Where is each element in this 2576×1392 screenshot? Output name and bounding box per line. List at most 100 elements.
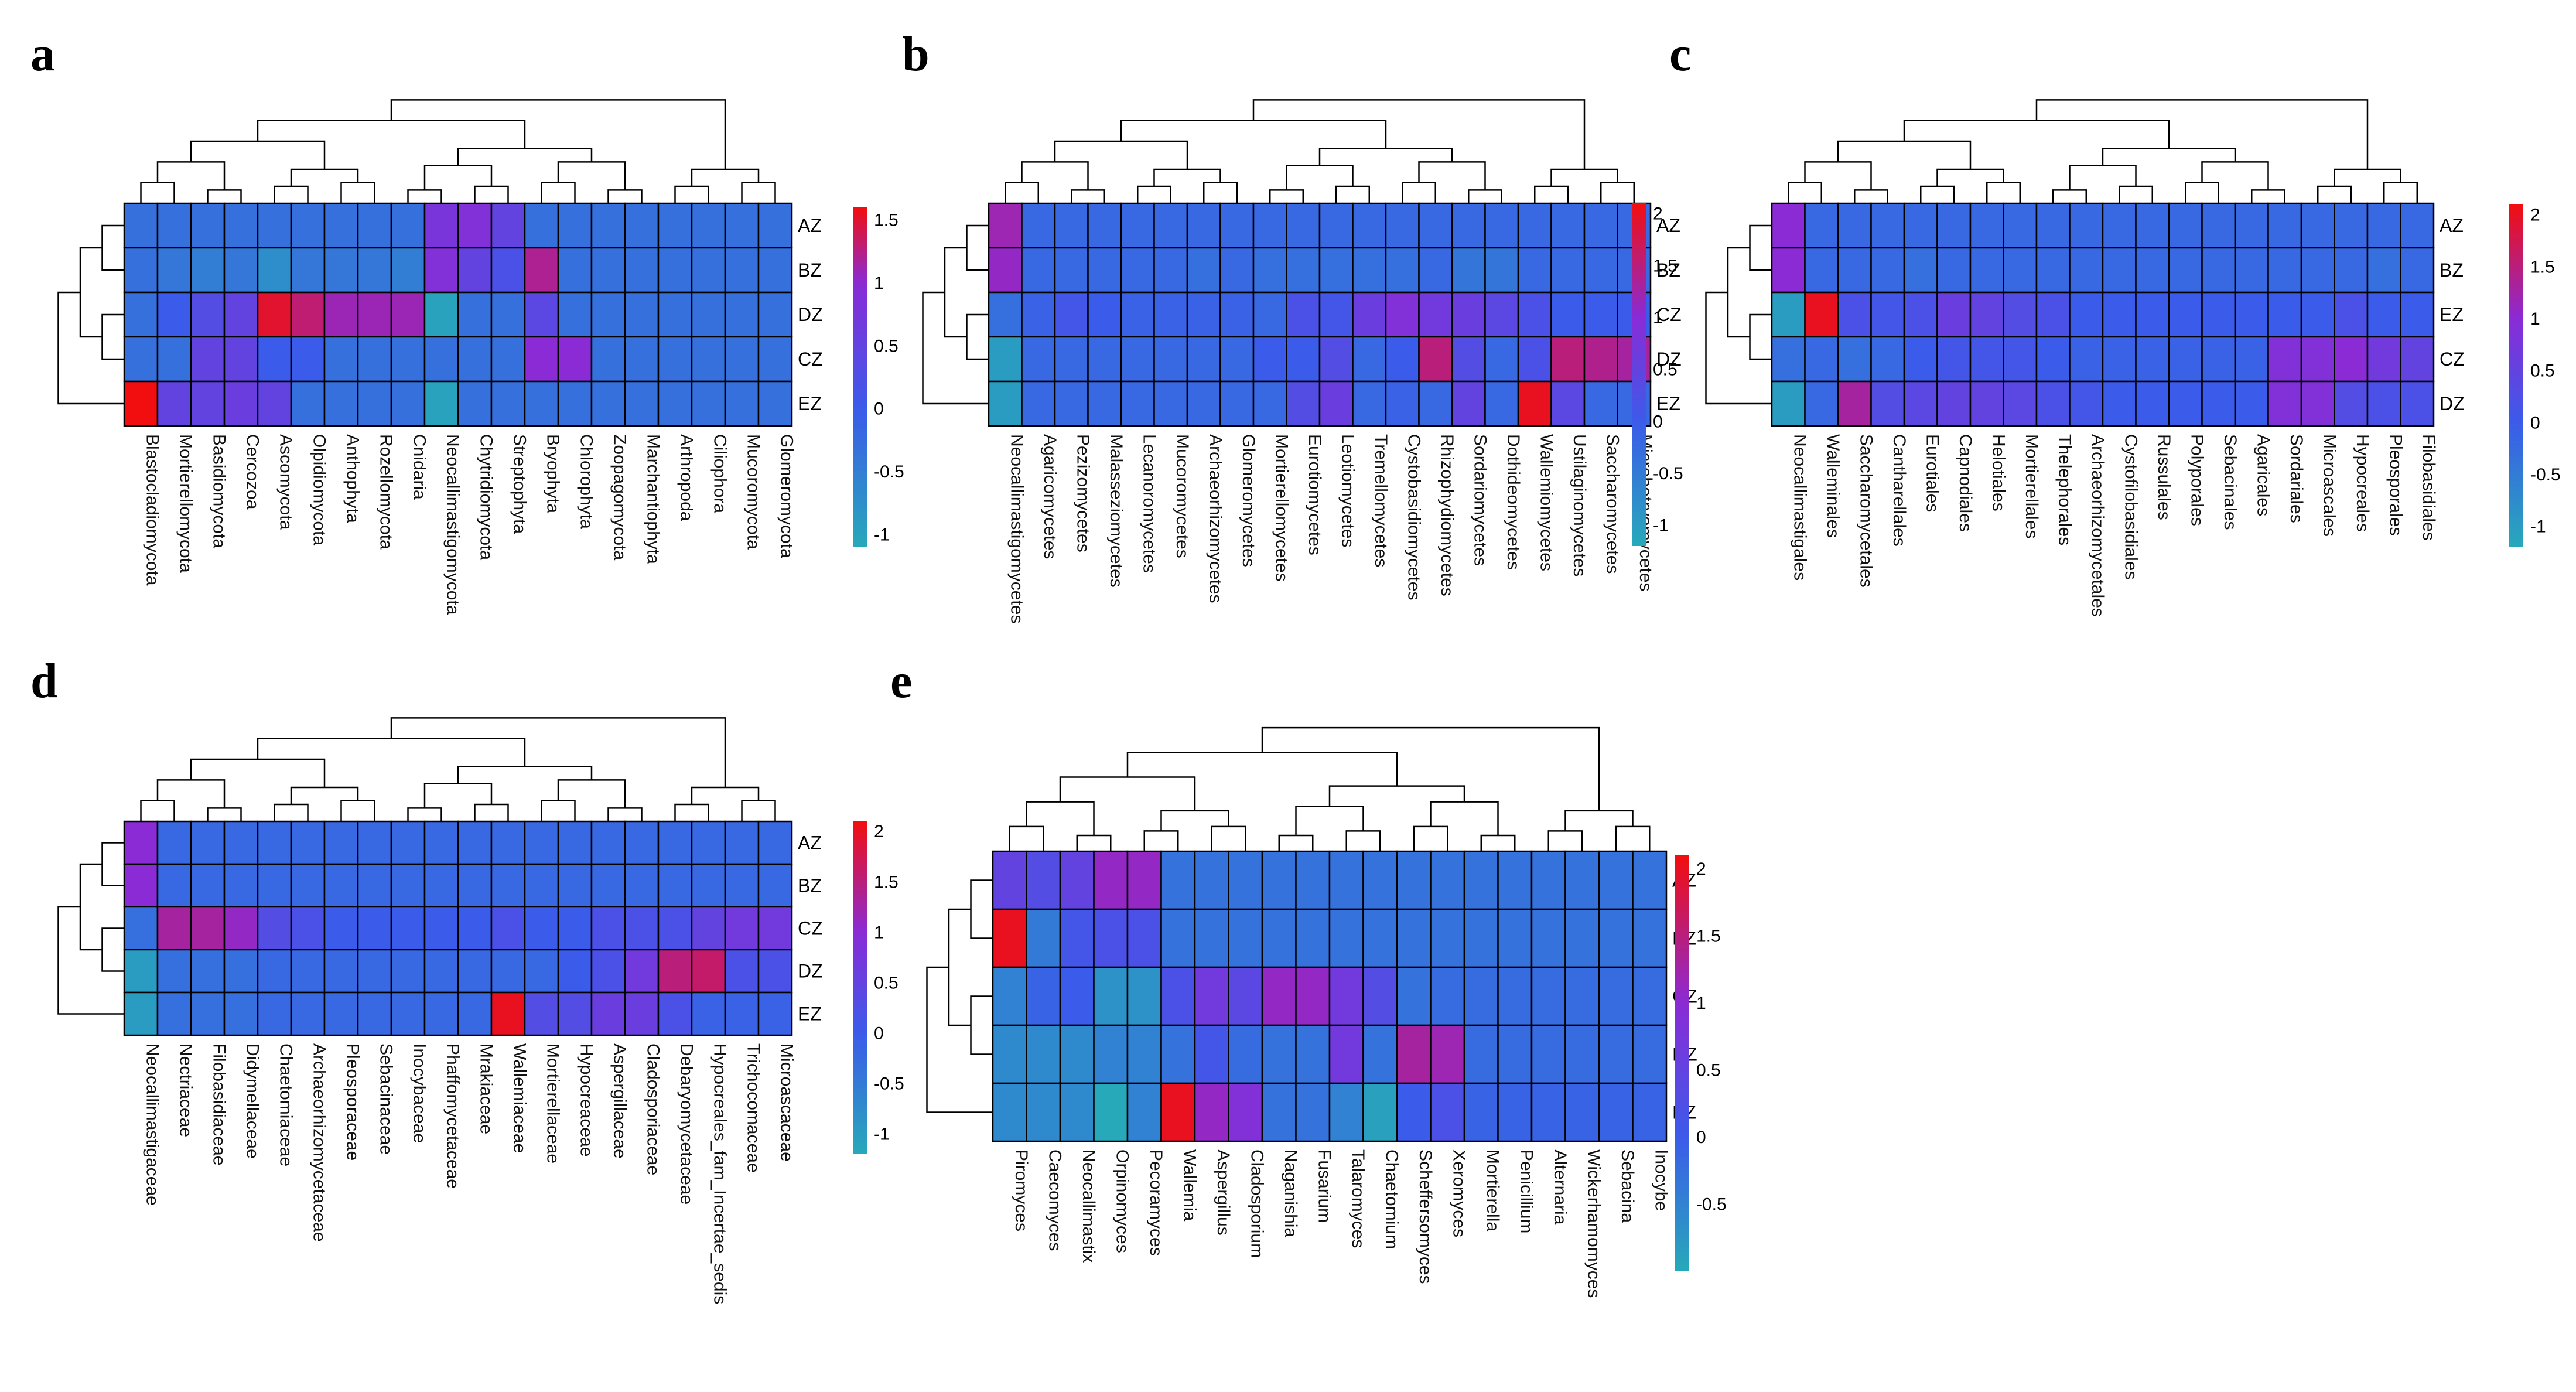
heatmap-cell xyxy=(1228,1024,1263,1084)
color-scale-tick: 1 xyxy=(1653,308,1663,327)
heatmap-cell xyxy=(2366,336,2401,383)
heatmap-cell xyxy=(290,949,326,994)
row-dendrogram-link xyxy=(101,842,124,886)
heatmap-cell xyxy=(757,202,793,249)
heatmap-cell xyxy=(257,949,292,994)
heatmap-cell xyxy=(2102,202,2137,249)
heatmap-cell xyxy=(123,336,159,383)
heatmap-cell xyxy=(1418,336,1453,383)
heatmap-cell xyxy=(1463,908,1499,968)
heatmap-cell xyxy=(524,202,559,249)
column-dendrogram-link xyxy=(274,803,309,821)
heatmap-cell xyxy=(1385,291,1420,338)
color-scale-bar xyxy=(853,821,867,1154)
heatmap-cell xyxy=(1362,1082,1398,1142)
column-label: Lecanoromycetes xyxy=(1139,434,1159,573)
color-scale-tick: -1 xyxy=(2530,517,2546,537)
heatmap-cell xyxy=(1837,380,1872,427)
heatmap-cell xyxy=(1396,850,1432,910)
heatmap-cell xyxy=(156,991,192,1036)
heatmap-cell xyxy=(1771,202,1806,249)
column-label: Wallemiomycetes xyxy=(1536,434,1556,571)
heatmap-cell xyxy=(457,949,493,994)
heatmap-cell xyxy=(557,949,593,994)
column-dendrogram-link xyxy=(2251,189,2285,203)
heatmap-cell xyxy=(190,820,226,865)
heatmap-cell xyxy=(1087,291,1122,338)
column-label: Penicillium xyxy=(1516,1149,1536,1233)
heatmap-cell xyxy=(1870,247,1905,294)
column-dendrogram-link xyxy=(1615,825,1651,851)
column-dendrogram xyxy=(1788,99,2418,203)
heatmap-cell xyxy=(1362,850,1398,910)
heatmap-cell xyxy=(357,380,392,427)
column-label: Aspergillus xyxy=(1214,1149,1233,1236)
heatmap-cell xyxy=(590,820,626,865)
column-dendrogram-link xyxy=(2201,161,2269,190)
heatmap-cell xyxy=(1362,966,1398,1026)
column-label: Wickerhamomyces xyxy=(1584,1149,1603,1298)
row-label: BZ xyxy=(798,875,822,896)
heatmap-cell xyxy=(223,906,259,951)
heatmap-cell xyxy=(223,820,259,865)
column-label: Pleosporaceae xyxy=(343,1043,363,1161)
heatmap-cell xyxy=(1804,336,1839,383)
heatmap-cell xyxy=(2102,380,2137,427)
heatmap-cell xyxy=(223,291,259,338)
heatmap-cell xyxy=(123,291,159,338)
heatmap-cell xyxy=(724,247,760,294)
heatmap-cell xyxy=(1598,850,1634,910)
heatmap-cell xyxy=(1126,908,1162,968)
color-scale-tick: 1 xyxy=(874,274,884,293)
heatmap-cell xyxy=(1837,336,1872,383)
column-label: Didymellaceae xyxy=(243,1043,262,1159)
heatmap-cell xyxy=(2400,202,2435,249)
heatmap-cell xyxy=(1484,202,1519,249)
column-dendrogram-link xyxy=(1059,776,1196,811)
heatmap-cell xyxy=(390,906,426,951)
heatmap-cell xyxy=(123,863,159,908)
heatmap-cell xyxy=(1026,908,1061,968)
column-label: Dothideomycetes xyxy=(1504,434,1523,570)
heatmap-cell xyxy=(624,906,660,951)
column-label: Talaromyces xyxy=(1348,1149,1368,1248)
heatmap-cell xyxy=(2135,291,2170,338)
heatmap-cell xyxy=(1219,247,1255,294)
panel-c: c AZ BZ EZ CZ DZ Neocallimastigales Walleminal… xyxy=(1669,27,2561,617)
heatmap-cell xyxy=(1194,908,1229,968)
heatmap-cell xyxy=(1396,966,1432,1026)
column-dendrogram-link xyxy=(1547,830,1583,851)
heatmap-cell xyxy=(156,202,192,249)
heatmap-cell xyxy=(724,380,760,427)
heatmap-cell xyxy=(524,863,559,908)
heatmap-cell xyxy=(2035,336,2071,383)
heatmap-cell xyxy=(724,863,760,908)
heatmap-cell xyxy=(323,820,359,865)
heatmap-cell xyxy=(1126,966,1162,1026)
column-label: Russulales xyxy=(2154,434,2174,520)
heatmap-cell xyxy=(1583,247,1618,294)
color-scale-bar xyxy=(853,207,867,547)
column-label: Arthropoda xyxy=(677,434,696,521)
heatmap-cell xyxy=(190,991,226,1036)
heatmap-cell xyxy=(590,863,626,908)
heatmap-cell xyxy=(323,906,359,951)
color-scale-tick: 0 xyxy=(2530,413,2540,432)
heatmap-cell xyxy=(590,247,626,294)
column-label: Thelephorales xyxy=(2055,434,2074,545)
heatmap-cell xyxy=(1936,247,1972,294)
column-label: Cladosporiaceae xyxy=(644,1043,663,1175)
heatmap-cell xyxy=(490,906,526,951)
column-label: Piromyces xyxy=(1012,1149,1031,1231)
heatmap-cell xyxy=(2234,247,2269,294)
row-label: BZ xyxy=(2440,260,2464,281)
column-label: Eurotiomycetes xyxy=(1305,434,1324,555)
heatmap-cell xyxy=(557,863,593,908)
column-label: Chytridiomycota xyxy=(477,434,496,560)
panel-a-letter: a xyxy=(30,27,55,81)
heatmap-cell xyxy=(590,291,626,338)
heatmap-cell xyxy=(1261,1024,1297,1084)
heatmap-cell xyxy=(1087,380,1122,427)
heatmap-cell xyxy=(992,966,1027,1026)
heatmap-cell xyxy=(2069,380,2104,427)
